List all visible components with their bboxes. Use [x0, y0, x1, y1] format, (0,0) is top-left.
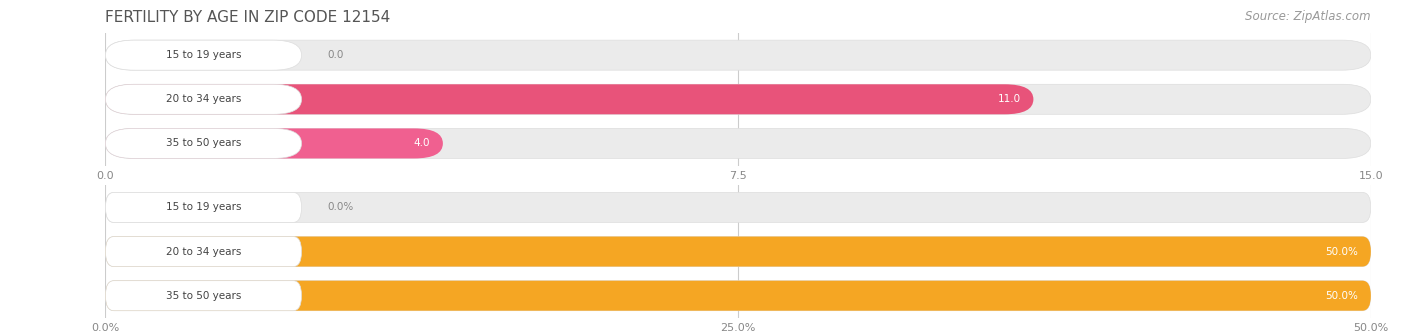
FancyBboxPatch shape — [105, 128, 1371, 159]
FancyBboxPatch shape — [105, 192, 301, 222]
Text: 15 to 19 years: 15 to 19 years — [166, 203, 242, 213]
FancyBboxPatch shape — [105, 84, 1033, 114]
FancyBboxPatch shape — [105, 84, 1371, 114]
Text: 50.0%: 50.0% — [1326, 247, 1358, 257]
FancyBboxPatch shape — [105, 237, 1371, 266]
Text: 20 to 34 years: 20 to 34 years — [166, 94, 242, 104]
FancyBboxPatch shape — [105, 40, 301, 70]
FancyBboxPatch shape — [105, 281, 1371, 311]
FancyBboxPatch shape — [105, 128, 301, 159]
Text: 15 to 19 years: 15 to 19 years — [166, 50, 242, 60]
Text: FERTILITY BY AGE IN ZIP CODE 12154: FERTILITY BY AGE IN ZIP CODE 12154 — [105, 10, 391, 25]
Text: 20 to 34 years: 20 to 34 years — [166, 247, 242, 257]
Text: 35 to 50 years: 35 to 50 years — [166, 291, 242, 301]
Text: 50.0%: 50.0% — [1326, 291, 1358, 301]
Text: 0.0%: 0.0% — [326, 203, 353, 213]
FancyBboxPatch shape — [105, 84, 301, 114]
FancyBboxPatch shape — [105, 281, 1371, 311]
FancyBboxPatch shape — [105, 40, 1371, 70]
FancyBboxPatch shape — [105, 237, 1371, 266]
FancyBboxPatch shape — [105, 237, 301, 266]
Text: 4.0: 4.0 — [413, 138, 430, 148]
FancyBboxPatch shape — [105, 281, 301, 311]
FancyBboxPatch shape — [105, 128, 443, 159]
Text: 35 to 50 years: 35 to 50 years — [166, 138, 242, 148]
Text: 0.0: 0.0 — [326, 50, 343, 60]
Text: Source: ZipAtlas.com: Source: ZipAtlas.com — [1246, 10, 1371, 23]
Text: 11.0: 11.0 — [998, 94, 1021, 104]
FancyBboxPatch shape — [105, 192, 1371, 222]
